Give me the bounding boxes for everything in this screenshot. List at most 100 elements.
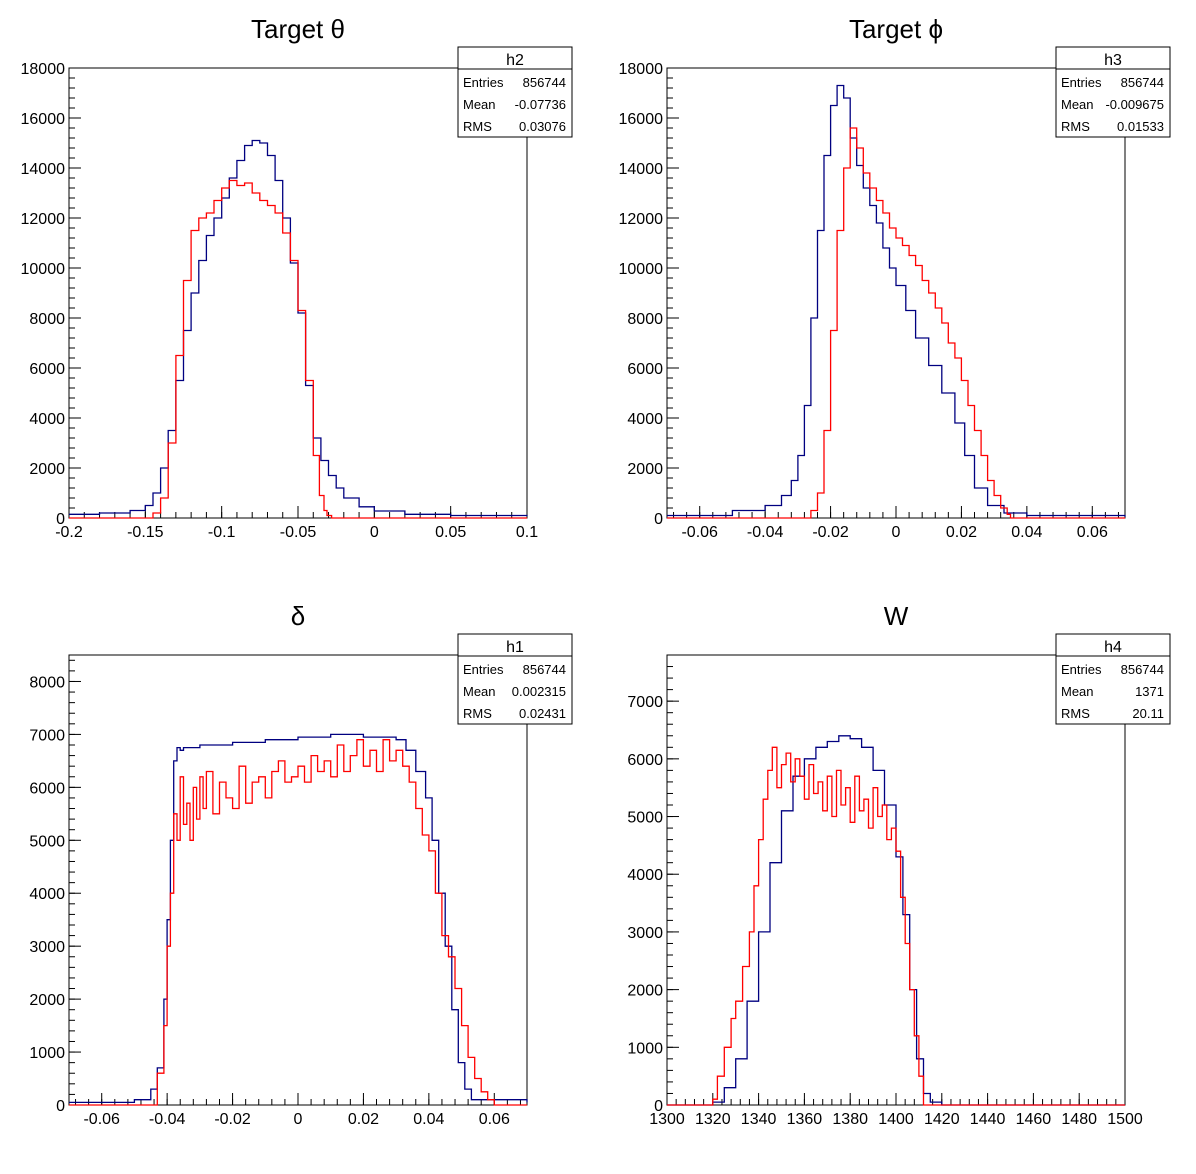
y-tick-label: 6000 xyxy=(627,361,663,378)
histogram-panel-h2: Target θ 0 2000 4000 6000 8000 10000 12000 14000… xyxy=(21,14,573,541)
histogram-panel-h1: δ 0 1000 2000 3000 4000 5000 6000 7000 8000 -0.06 -… xyxy=(29,601,573,1128)
stats-title: h4 xyxy=(1104,639,1122,656)
stats-value: 20.11 xyxy=(1132,706,1164,721)
stats-title: h2 xyxy=(506,52,524,69)
stats-label: RMS xyxy=(1061,119,1090,134)
x-tick-label: -0.06 xyxy=(83,1111,120,1128)
stats-box xyxy=(457,633,573,725)
series-line-red xyxy=(667,127,1125,519)
x-tick-label: 1360 xyxy=(787,1111,823,1128)
y-tick-label: 6000 xyxy=(29,361,65,378)
y-tick-label: 5000 xyxy=(627,810,663,827)
x-tick-label: -0.1 xyxy=(208,524,236,541)
x-tick-label: -0.02 xyxy=(812,524,849,541)
y-tick-label: 6000 xyxy=(627,752,663,769)
stats-value: 0.002315 xyxy=(512,684,566,699)
x-tick-label: 0.1 xyxy=(516,524,538,541)
stats-value: 856744 xyxy=(523,75,566,90)
chart-title: Target θ xyxy=(251,14,345,44)
x-tick-label: 0.02 xyxy=(348,1111,379,1128)
chart-title: W xyxy=(884,601,909,631)
stats-value: 856744 xyxy=(1121,75,1164,90)
x-tick-label: 1400 xyxy=(878,1111,914,1128)
x-tick-label: 1500 xyxy=(1107,1111,1143,1128)
x-tick-label: -0.06 xyxy=(681,524,718,541)
stats-label: Mean xyxy=(1061,684,1094,699)
x-tick-label: -0.2 xyxy=(55,524,83,541)
y-tick-label: 7000 xyxy=(29,727,65,744)
stats-value: 0.03076 xyxy=(519,119,566,134)
x-tick-label: -0.05 xyxy=(280,524,317,541)
x-tick-label: 1480 xyxy=(1061,1111,1097,1128)
stats-label: Entries xyxy=(463,662,504,677)
stats-value: 856744 xyxy=(523,662,566,677)
stats-label: RMS xyxy=(1061,706,1090,721)
stats-label: RMS xyxy=(463,119,492,134)
y-tick-label: 6000 xyxy=(29,780,65,797)
stats-box xyxy=(457,46,573,138)
y-tick-label: 7000 xyxy=(627,694,663,711)
y-tick-label: 10000 xyxy=(21,261,66,278)
y-tick-label: 16000 xyxy=(21,111,66,128)
y-tick-label: 4000 xyxy=(29,886,65,903)
stats-value: -0.009675 xyxy=(1105,97,1164,112)
x-tick-label: 0.02 xyxy=(946,524,977,541)
stats-label: Entries xyxy=(1061,662,1102,677)
series-line-red xyxy=(69,739,527,1106)
x-tick-label: 0 xyxy=(294,1111,303,1128)
y-tick-label: 1000 xyxy=(627,1040,663,1057)
stats-label: Mean xyxy=(463,684,496,699)
y-tick-label: 14000 xyxy=(619,161,664,178)
x-tick-label: 0 xyxy=(370,524,379,541)
histogram-panel-h3: Target ϕ 0 2000 4000 6000 8000 10000 12000 14000… xyxy=(619,14,1171,541)
x-tick-label: 0.06 xyxy=(479,1111,510,1128)
x-tick-label: 0.04 xyxy=(413,1111,444,1128)
stats-box xyxy=(1055,633,1171,725)
y-tick-label: 4000 xyxy=(627,867,663,884)
x-tick-label: 0.04 xyxy=(1011,524,1042,541)
stats-value: 0.01533 xyxy=(1117,119,1164,134)
stats-value: -0.07736 xyxy=(515,97,566,112)
series-line-blue xyxy=(667,84,1126,517)
y-tick-label: 18000 xyxy=(21,61,66,78)
chart-title: δ xyxy=(291,601,305,631)
stats-title: h1 xyxy=(506,639,524,656)
x-tick-label: -0.04 xyxy=(747,524,784,541)
y-tick-label: 3000 xyxy=(29,939,65,956)
x-tick-label: 1460 xyxy=(1016,1111,1052,1128)
y-tick-label: 12000 xyxy=(619,211,664,228)
x-tick-label: 1420 xyxy=(924,1111,960,1128)
stats-box xyxy=(1055,46,1171,138)
stats-label: Mean xyxy=(463,97,496,112)
y-tick-label: 8000 xyxy=(627,311,663,328)
chart-title: Target ϕ xyxy=(849,14,943,44)
x-tick-label: 1340 xyxy=(741,1111,777,1128)
y-tick-label: 0 xyxy=(56,511,65,528)
x-tick-label: 1440 xyxy=(970,1111,1006,1128)
x-tick-label: 0.05 xyxy=(435,524,466,541)
stats-value: 0.02431 xyxy=(519,706,566,721)
x-tick-label: 0 xyxy=(892,524,901,541)
x-tick-label: 1300 xyxy=(649,1111,685,1128)
y-tick-label: 14000 xyxy=(21,161,66,178)
x-tick-label: -0.02 xyxy=(214,1111,251,1128)
x-tick-label: 1320 xyxy=(695,1111,731,1128)
series-line-red xyxy=(667,746,1125,1106)
stats-label: RMS xyxy=(463,706,492,721)
y-tick-label: 1000 xyxy=(29,1045,65,1062)
x-tick-label: -0.04 xyxy=(149,1111,186,1128)
x-tick-label: 1380 xyxy=(832,1111,868,1128)
y-tick-label: 2000 xyxy=(29,461,65,478)
y-tick-label: 0 xyxy=(654,511,663,528)
y-tick-label: 18000 xyxy=(619,61,664,78)
series-line-blue xyxy=(69,733,528,1104)
y-tick-label: 2000 xyxy=(627,983,663,1000)
y-tick-label: 0 xyxy=(56,1098,65,1115)
x-tick-label: 0.06 xyxy=(1077,524,1108,541)
stats-value: 1371 xyxy=(1135,684,1164,699)
y-tick-label: 2000 xyxy=(29,992,65,1009)
y-tick-label: 8000 xyxy=(29,311,65,328)
stats-title: h3 xyxy=(1104,52,1122,69)
y-tick-label: 0 xyxy=(654,1098,663,1115)
